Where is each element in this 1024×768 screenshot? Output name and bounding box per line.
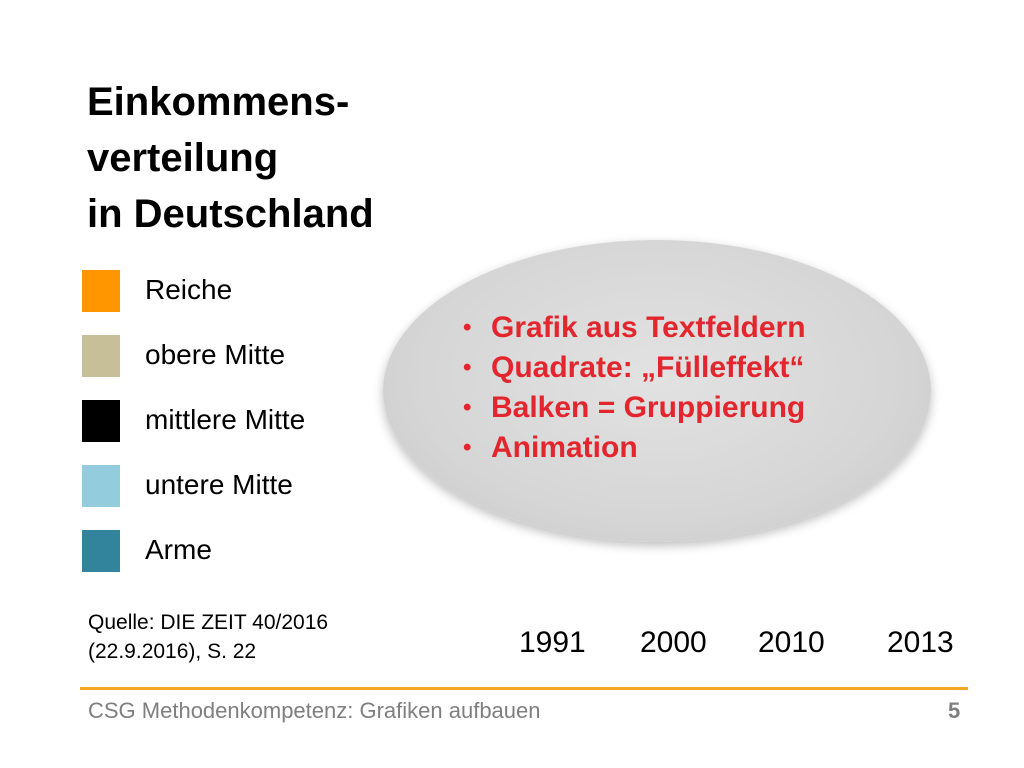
source-line-1: Quelle: DIE ZEIT 40/2016 [88, 611, 329, 634]
legend-label-arme: Arme [145, 534, 212, 565]
legend-label-mittlere-mitte: mittlere Mitte [145, 404, 306, 435]
legend-swatch-arme [82, 530, 120, 572]
legend-label-reiche: Reiche [145, 274, 233, 305]
bullet-icon: • [463, 314, 472, 341]
page-number: 5 [948, 698, 961, 723]
bullet-icon: • [463, 434, 472, 461]
bullet-icon: • [463, 354, 472, 381]
legend-label-untere-mitte: untere Mitte [145, 469, 293, 500]
callout-bullet-item: • Animation [463, 428, 806, 468]
callout-bullet-item: • Quadrate: „Fülleffekt“ [463, 348, 806, 388]
year-label-2010: 2010 [758, 626, 825, 659]
legend-swatch-reiche [82, 270, 120, 312]
slide-title: Einkommens- verteilung in Deutschland [87, 74, 374, 242]
year-label-1991: 1991 [519, 626, 586, 659]
source-line-2: (22.9.2016), S. 22 [88, 640, 257, 663]
footer-divider [80, 687, 968, 690]
bullet-icon: • [463, 394, 472, 421]
title-line-1: Einkommens- [87, 80, 350, 124]
legend-swatch-obere-mitte [82, 335, 120, 377]
footer-text: CSG Methodenkompetenz: Grafiken aufbauen [88, 698, 541, 723]
callout-bullet-text: Balken = Gruppierung [491, 391, 806, 424]
legend-swatch-mittlere-mitte [82, 400, 120, 442]
year-label-2013: 2013 [887, 626, 954, 659]
callout-bullet-text: Animation [491, 431, 638, 464]
legend-label-obere-mitte: obere Mitte [145, 339, 286, 370]
callout-bullet-item: • Grafik aus Textfeldern [463, 308, 806, 348]
callout-bullet-item: • Balken = Gruppierung [463, 388, 806, 428]
callout-bullet-text: Grafik aus Textfeldern [491, 311, 806, 344]
year-label-2000: 2000 [640, 626, 707, 659]
callout-ellipse [383, 240, 931, 542]
callout-bullet-text: Quadrate: „Fülleffekt“ [491, 351, 805, 384]
legend-swatch-untere-mitte [82, 465, 120, 507]
title-line-3: in Deutschland [87, 192, 374, 236]
callout-bullet-list: • Grafik aus Textfeldern • Quadrate: „Fü… [463, 308, 806, 468]
source-citation: Quelle: DIE ZEIT 40/2016 (22.9.2016), S.… [88, 608, 328, 666]
title-line-2: verteilung [87, 136, 279, 180]
